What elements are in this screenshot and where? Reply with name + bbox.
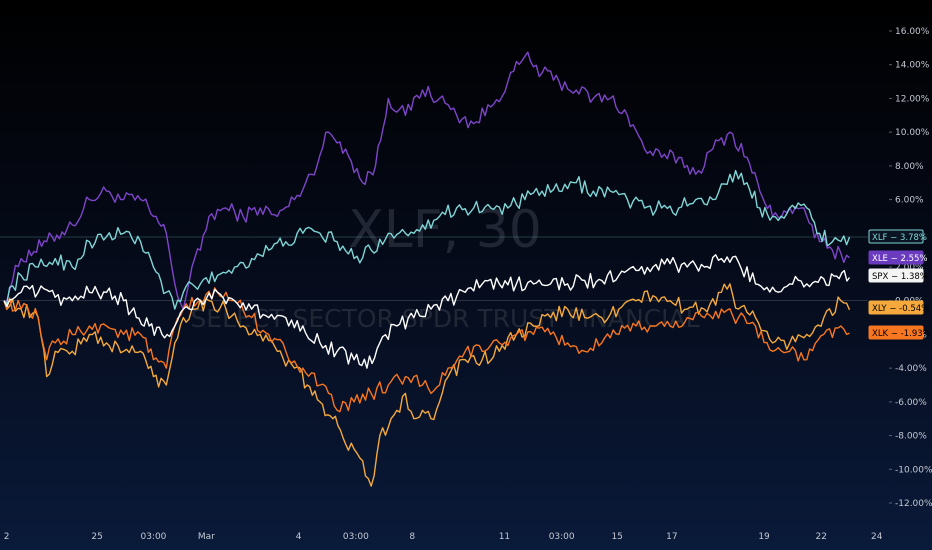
series-line-xlf [3, 169, 851, 310]
x-tick-label: Mar [198, 532, 215, 542]
badge-background [868, 268, 924, 283]
x-tick-label: 2 [4, 532, 10, 542]
x-tick-label: 19 [758, 532, 770, 542]
y-tick-label: 6.00% [895, 196, 924, 206]
series-lines [3, 51, 851, 487]
y-tick-label: 14.00% [895, 61, 930, 71]
badge-label: XLY − -0.54% [872, 304, 929, 314]
x-tick-label: 8 [409, 532, 415, 542]
x-tick-label: 03:00 [343, 532, 369, 542]
badge-xle: XLE − 2.55% [868, 250, 927, 265]
badge-xlf: XLF − 3.78% [868, 229, 927, 244]
x-tick-label: 15 [611, 532, 622, 542]
x-tick-label: 03:00 [549, 532, 575, 542]
badge-xlk: XLK − -1.93% [868, 325, 931, 340]
last-value-badges: XLF − 3.78% XLE − 2.55% SPX − 1.38% XLY − -… [868, 229, 931, 340]
y-tick-label: 2.00% [895, 263, 924, 273]
y-tick-label: 8.00% [895, 162, 924, 172]
badge-xly: XLY − -0.54% [868, 300, 929, 315]
y-tick-label: -10.00% [895, 465, 932, 475]
watermark: XLF, 30 SELECT SECTOR SPDR TRUST FINANCI… [190, 200, 699, 333]
y-tick-label: 12.00% [895, 94, 930, 104]
x-tick-label: 11 [499, 532, 510, 542]
badge-spx: SPX − 1.38% [868, 268, 928, 283]
series-line-xle [3, 51, 850, 310]
y-tick-label: 10.00% [895, 128, 930, 138]
y-tick-label: -12.00% [895, 499, 932, 509]
price-axis[interactable]: 16.00%14.00%12.00%10.00%8.00%6.00%4.00%2… [889, 27, 932, 509]
x-tick-label: 17 [666, 532, 677, 542]
badge-label: SPX − 1.38% [872, 272, 928, 282]
badge-label: XLE − 2.55% [872, 254, 927, 264]
y-tick-label: -6.00% [895, 398, 927, 408]
badge-background [868, 250, 924, 265]
y-tick-label: -4.00% [895, 364, 927, 374]
watermark-symbol: XLF, 30 [348, 200, 542, 260]
badge-label: XLF − 3.78% [872, 233, 927, 243]
series-line-xlk [3, 287, 850, 413]
badge-background [868, 325, 924, 340]
reference-lines [0, 236, 868, 302]
series-line-xly [3, 283, 851, 487]
x-tick-label: 24 [871, 532, 883, 542]
badge-background [868, 229, 924, 244]
x-tick-label: 4 [296, 532, 302, 542]
badge-label: XLK − -1.93% [872, 329, 931, 339]
series-line-spx [3, 254, 851, 369]
time-axis[interactable]: 2 25 03:00 Mar 4 03:00 8 11 03:00 15 17 19 22 24 [4, 532, 883, 542]
badge-background [868, 300, 924, 315]
x-tick-label: 03:00 [140, 532, 166, 542]
y-tick-label: 16.00% [895, 27, 930, 37]
y-tick-label: -8.00% [895, 432, 927, 442]
watermark-description: SELECT SECTOR SPDR TRUST FINANCIAL [190, 304, 699, 333]
x-tick-label: 25 [91, 532, 102, 542]
x-tick-label: 22 [816, 532, 827, 542]
